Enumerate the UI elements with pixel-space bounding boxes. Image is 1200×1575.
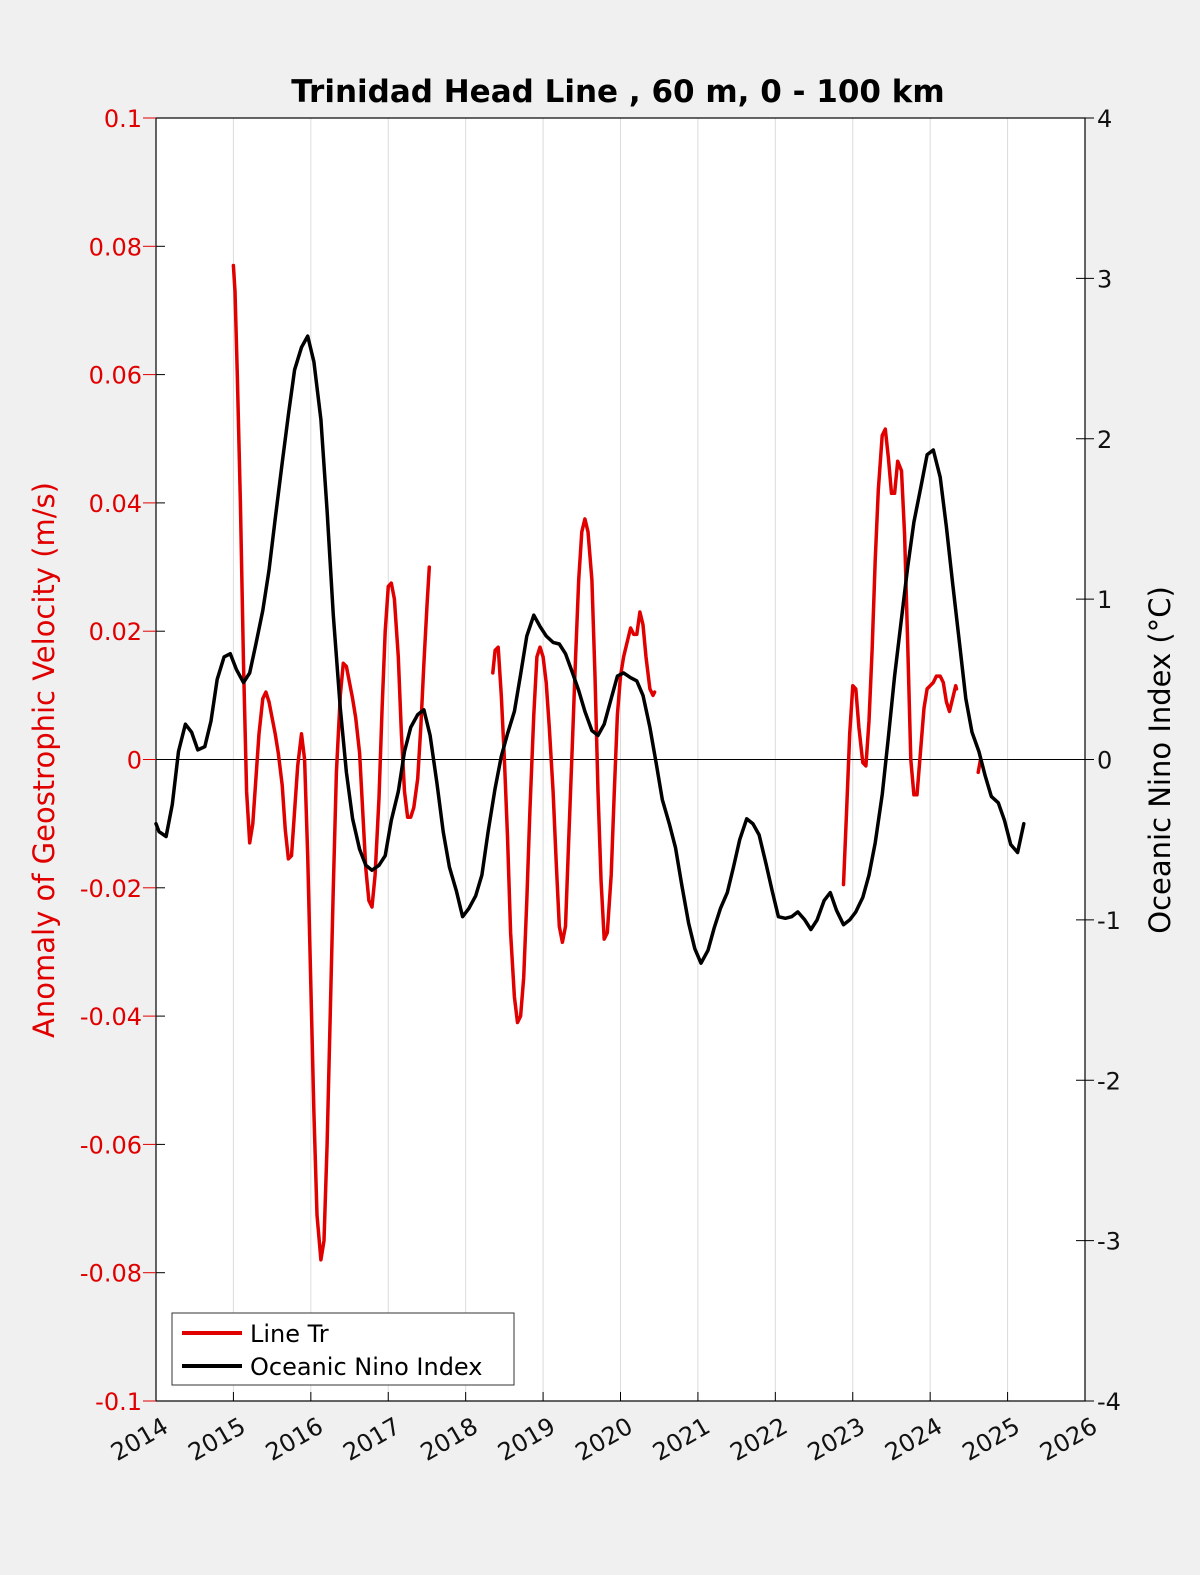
legend-box <box>171 1312 515 1386</box>
grid-lines <box>156 118 1085 1401</box>
y-tick-label-left: 0 <box>127 747 142 775</box>
series-lines <box>154 263 1026 1262</box>
y-tick-label-right: 4 <box>1097 105 1112 133</box>
y-tick-label-left: 0.08 <box>89 233 142 261</box>
y-tick-label-left: 0.1 <box>104 105 142 133</box>
y-tick-label-right: -2 <box>1097 1067 1121 1095</box>
line-tr-series-line <box>841 427 959 887</box>
y-tick-label-left: -0.1 <box>95 1388 142 1416</box>
y-tick-label-right: -4 <box>1097 1388 1121 1416</box>
y-tick-label-left: 0.02 <box>89 618 142 646</box>
y-tick-label-left: -0.06 <box>80 1131 142 1159</box>
y-tick-label-left: -0.02 <box>80 875 142 903</box>
line-tr-series-line <box>491 517 657 1025</box>
y-tick-label-right: -1 <box>1097 907 1121 935</box>
y-axis-label-right: Oceanic Nino Index (°C) <box>1143 586 1177 934</box>
line-tr-series-line <box>231 263 432 1262</box>
y-tick-label-left: -0.08 <box>80 1260 142 1288</box>
oni-series-line <box>154 334 1026 965</box>
y-tick-label-right: 1 <box>1097 586 1112 614</box>
y-tick-label-left: 0.06 <box>89 362 142 390</box>
legend-label-line-tr: Line Tr <box>250 1320 329 1348</box>
y-axis-label-left: Anomaly of Geostrophic Velocity (m/s) <box>27 482 61 1038</box>
y-tick-label-left: 0.04 <box>89 490 142 518</box>
y-tick-label-right: -3 <box>1097 1228 1121 1256</box>
y-tick-label-right: 2 <box>1097 426 1112 454</box>
y-tick-label-right: 3 <box>1097 265 1112 293</box>
y-tick-label-left: -0.04 <box>80 1003 142 1031</box>
legend-label-oni: Oceanic Nino Index <box>250 1353 482 1381</box>
y-tick-label-right: 0 <box>1097 747 1112 775</box>
chart-title: Trinidad Head Line , 60 m, 0 - 100 km <box>291 74 944 110</box>
legend: Line Tr Oceanic Nino Index <box>171 1312 515 1386</box>
